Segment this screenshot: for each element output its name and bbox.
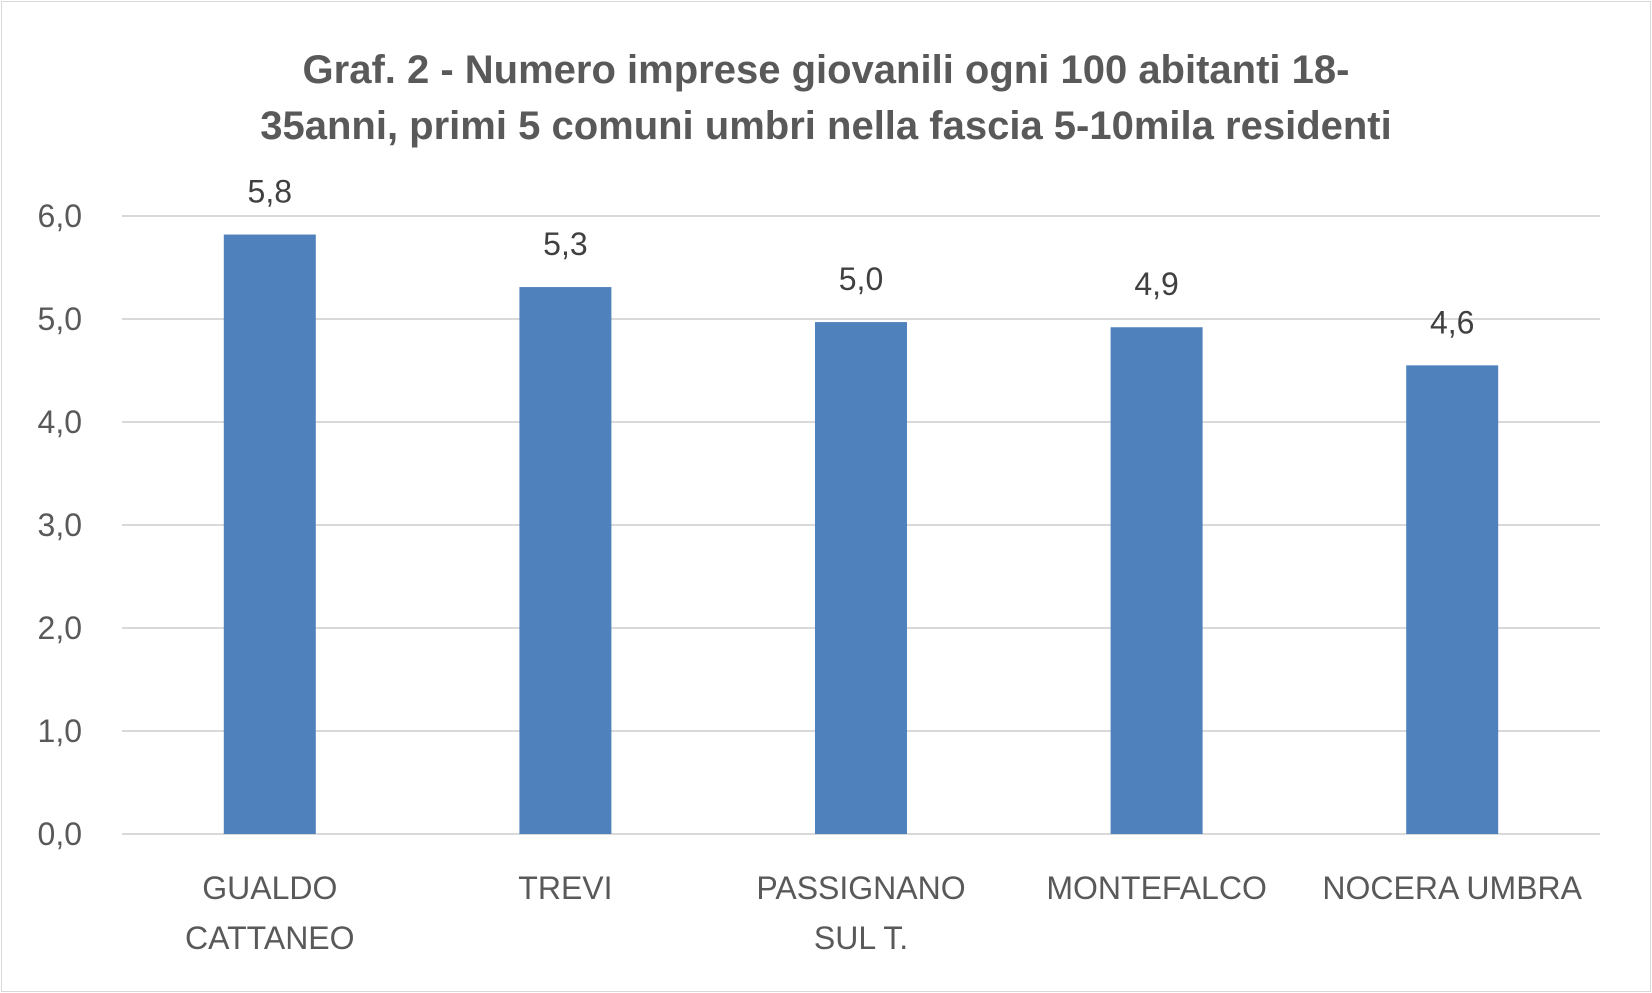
- data-label-3: 4,9: [1134, 266, 1178, 302]
- y-tick-label-4: 4,0: [38, 404, 82, 440]
- data-label-4: 4,6: [1430, 304, 1474, 340]
- data-label-0: 5,8: [248, 174, 292, 210]
- chart-title-line-1: Graf. 2 - Numero imprese giovanili ogni …: [302, 48, 1350, 92]
- category-label-1-line-0: TREVI: [518, 870, 612, 906]
- y-tick-label-5: 5,0: [38, 301, 82, 337]
- category-label-2-line-0: PASSIGNANO: [756, 870, 965, 906]
- y-tick-label-6: 6,0: [38, 198, 82, 234]
- y-axis: 0,0 1,0 2,0 3,0 4,0 5,0 6,0: [38, 198, 82, 852]
- bar-2: [815, 322, 907, 834]
- category-label-2-line-1: SUL T.: [814, 920, 908, 956]
- chart-title-line-2: 35anni, primi 5 comuni umbri nella fasci…: [260, 104, 1392, 148]
- y-tick-label-2: 2,0: [38, 610, 82, 646]
- bars: [223, 234, 1499, 835]
- data-label-1: 5,3: [543, 226, 587, 262]
- chart-title: Graf. 2 - Numero imprese giovanili ogni …: [0, 42, 1652, 154]
- bar-4: [1406, 365, 1499, 834]
- category-label-4-line-0: NOCERA UMBRA: [1322, 870, 1582, 906]
- y-tick-label-3: 3,0: [38, 507, 82, 543]
- category-label-3-line-0: MONTEFALCO: [1046, 870, 1266, 906]
- y-tick-label-1: 1,0: [38, 713, 82, 749]
- category-label-0-line-1: CATTANEO: [185, 920, 354, 956]
- y-tick-label-0: 0,0: [38, 816, 82, 852]
- bar-3: [1110, 327, 1203, 834]
- category-label-0-line-0: GUALDO: [202, 870, 337, 906]
- bar-1: [519, 287, 612, 834]
- data-label-2: 5,0: [839, 261, 883, 297]
- bar-0: [223, 234, 316, 835]
- x-axis: GUALDO CATTANEO TREVI PASSIGNANO SUL T. MONTE…: [185, 870, 1583, 956]
- data-labels: 5,8 5,3 5,0 4,9 4,6: [248, 174, 1475, 341]
